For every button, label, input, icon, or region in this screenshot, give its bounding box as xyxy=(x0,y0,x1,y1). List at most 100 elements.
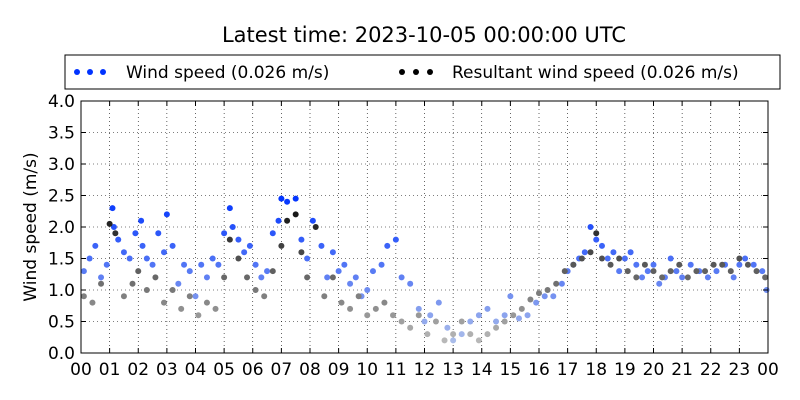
x-tick-label: 04 xyxy=(185,360,207,380)
x-tick-label: 21 xyxy=(671,360,693,380)
y-axis-ticks: 0.0 0.5 1.0 1.5 2.0 2.5 3.0 3.5 4.0 xyxy=(48,92,768,364)
data-point xyxy=(467,331,474,338)
plot-area xyxy=(80,100,770,354)
data-point xyxy=(98,280,105,287)
data-point xyxy=(570,261,577,268)
data-point xyxy=(135,268,142,275)
data-point xyxy=(656,280,663,287)
data-point xyxy=(152,274,159,281)
data-point xyxy=(226,205,233,212)
data-point xyxy=(641,261,648,268)
data-point xyxy=(587,224,594,230)
data-point xyxy=(744,261,751,268)
data-point xyxy=(229,224,236,230)
data-point xyxy=(679,274,686,281)
wind-speed-points xyxy=(80,195,770,344)
data-point xyxy=(175,280,182,287)
data-point xyxy=(195,312,202,319)
data-point xyxy=(390,312,397,319)
data-point xyxy=(398,318,405,325)
data-point xyxy=(475,337,482,344)
data-point xyxy=(110,224,117,230)
data-point xyxy=(621,255,628,262)
data-point xyxy=(624,268,631,275)
data-point xyxy=(415,312,422,319)
data-point xyxy=(450,337,457,344)
x-tick-label: 09 xyxy=(328,360,350,380)
data-point xyxy=(92,242,99,249)
data-point xyxy=(209,255,216,262)
y-tick-label: 3.0 xyxy=(48,155,75,175)
data-point xyxy=(372,305,379,312)
x-tick-label: 03 xyxy=(156,360,178,380)
legend: Wind speed (0.026 m/s) Resultant wind sp… xyxy=(64,54,781,90)
data-point xyxy=(212,305,219,312)
data-point xyxy=(155,230,162,237)
data-point xyxy=(424,331,431,338)
x-tick-label: 13 xyxy=(442,360,464,380)
data-point xyxy=(536,290,542,297)
data-point xyxy=(126,255,133,262)
data-point xyxy=(610,249,617,256)
data-point xyxy=(719,261,726,268)
x-tick-label: 08 xyxy=(299,360,321,380)
data-point xyxy=(435,299,442,306)
y-tick-label: 1.5 xyxy=(48,250,75,270)
data-point xyxy=(269,268,276,275)
data-point xyxy=(427,312,434,319)
data-point xyxy=(235,236,242,243)
data-point xyxy=(561,268,568,275)
data-point xyxy=(518,305,525,312)
data-point xyxy=(252,261,259,268)
data-point xyxy=(261,293,268,300)
data-point xyxy=(143,255,150,262)
data-point xyxy=(458,331,465,338)
data-point xyxy=(475,312,482,319)
x-tick-label: 07 xyxy=(271,360,293,380)
data-point xyxy=(633,261,640,268)
data-point xyxy=(598,255,605,262)
data-point xyxy=(264,268,271,275)
data-point xyxy=(616,268,623,275)
data-point xyxy=(369,268,376,275)
data-point xyxy=(762,274,769,281)
resultant-wind-speed-points xyxy=(80,211,769,344)
chart-title: Latest time: 2023-10-05 00:00:00 UTC xyxy=(222,23,626,47)
data-point xyxy=(244,274,251,281)
y-tick-label: 3.5 xyxy=(48,124,75,144)
x-tick-label: 10 xyxy=(356,360,378,380)
legend-label-wind-speed: Wind speed (0.026 m/s) xyxy=(126,63,329,83)
data-point xyxy=(284,198,291,205)
data-point xyxy=(484,305,491,312)
data-point xyxy=(713,268,720,275)
data-point xyxy=(730,274,737,281)
data-point xyxy=(667,255,674,262)
data-point xyxy=(633,274,640,281)
data-point xyxy=(558,280,565,287)
data-point xyxy=(693,268,700,275)
data-point xyxy=(304,274,311,281)
x-tick-label: 02 xyxy=(127,360,149,380)
data-point xyxy=(742,255,749,262)
data-point xyxy=(89,299,96,306)
data-point xyxy=(129,280,136,287)
data-point xyxy=(384,242,391,249)
data-point xyxy=(120,293,127,300)
data-point xyxy=(181,261,188,268)
y-tick-label: 4.0 xyxy=(48,92,75,112)
x-axis-ticks: 00 01 02 03 04 05 06 07 08 09 10 11 12 13 14 15 16 17 18 19… xyxy=(70,101,779,380)
legend-marker-wind-speed xyxy=(74,69,106,75)
data-point xyxy=(759,268,766,275)
data-point xyxy=(381,299,388,306)
data-point xyxy=(235,255,242,262)
data-point xyxy=(284,217,291,224)
data-point xyxy=(347,280,354,287)
data-point xyxy=(378,261,385,268)
data-point xyxy=(98,274,105,281)
data-point xyxy=(221,274,228,281)
data-point xyxy=(203,274,210,281)
data-point xyxy=(347,305,354,312)
data-point xyxy=(650,268,657,275)
data-point xyxy=(138,217,145,224)
x-tick-label: 14 xyxy=(471,360,493,380)
